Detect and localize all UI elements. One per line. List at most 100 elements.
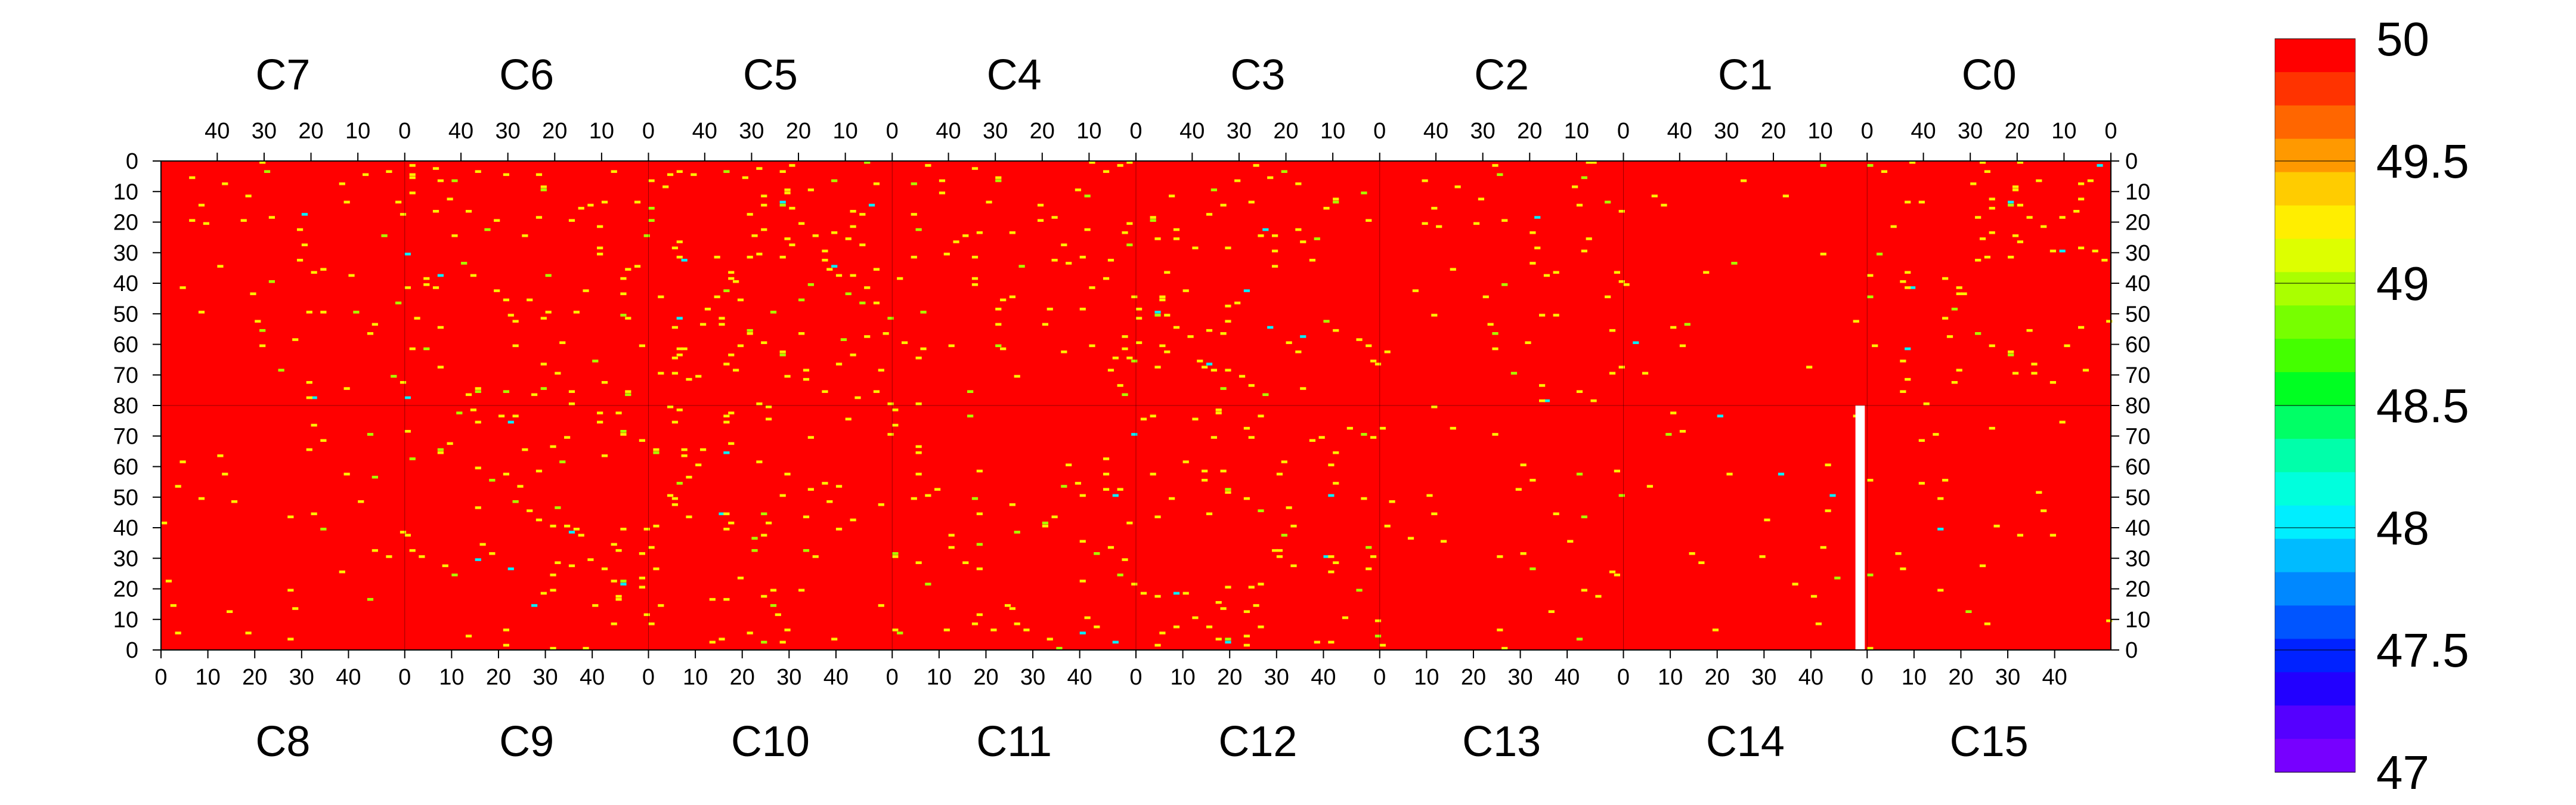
- data-pixel: [306, 381, 312, 384]
- data-pixel: [423, 347, 430, 351]
- data-pixel: [423, 283, 430, 286]
- data-pixel: [976, 231, 983, 234]
- data-pixel: [1220, 607, 1227, 610]
- data-pixel: [1436, 225, 1442, 228]
- data-pixel: [653, 524, 660, 528]
- data-pixel: [920, 347, 927, 351]
- data-pixel: [343, 200, 350, 204]
- data-pixel: [451, 573, 458, 577]
- data-pixel: [597, 246, 603, 250]
- data-pixel: [1989, 206, 1995, 210]
- data-pixel: [432, 167, 439, 170]
- data-pixel: [1576, 203, 1583, 207]
- data-pixel: [1993, 524, 2000, 528]
- data-pixel: [943, 628, 950, 631]
- data-pixel: [1089, 161, 1095, 164]
- data-pixel: [1187, 335, 1194, 338]
- data-pixel: [1258, 509, 1264, 512]
- data-pixel: [1300, 335, 1306, 338]
- data-pixel: [723, 414, 730, 417]
- bottom-column-tick-label: 0: [886, 665, 899, 690]
- data-pixel: [1192, 246, 1199, 250]
- data-pixel: [404, 286, 411, 289]
- data-pixel: [671, 326, 679, 329]
- data-pixel: [1333, 329, 1339, 332]
- data-pixel: [1202, 469, 1208, 473]
- data-pixel: [850, 353, 856, 357]
- data-pixel: [1290, 564, 1297, 568]
- data-pixel: [835, 274, 843, 277]
- data-pixel: [550, 589, 556, 592]
- data-pixel: [1989, 344, 1995, 348]
- left-row-tick-label: 70: [113, 363, 138, 388]
- data-pixel: [723, 597, 730, 601]
- data-pixel: [873, 182, 880, 185]
- top-column-tick-label: 40: [448, 119, 473, 144]
- data-pixel: [1581, 515, 1587, 519]
- data-pixel: [1881, 170, 1888, 173]
- bottom-column-tick-label: 40: [1067, 665, 1092, 690]
- data-pixel: [1295, 182, 1302, 185]
- data-pixel: [348, 274, 355, 277]
- data-pixel: [1206, 626, 1213, 628]
- data-pixel: [976, 543, 983, 546]
- data-pixel: [671, 357, 679, 360]
- data-pixel: [911, 182, 917, 185]
- data-pixel: [400, 381, 407, 384]
- bottom-column-tick-label: 20: [730, 665, 755, 690]
- data-pixel: [658, 371, 664, 375]
- data-pixel: [756, 402, 763, 405]
- data-pixel: [1159, 295, 1166, 299]
- right-row-tick-label: 0: [2125, 149, 2138, 174]
- data-pixel: [1243, 634, 1250, 637]
- data-pixel: [803, 377, 810, 381]
- data-pixel: [409, 347, 416, 351]
- chip-label-c1: C1: [1718, 51, 1773, 99]
- data-pixel: [1056, 646, 1063, 650]
- data-pixel: [503, 472, 510, 476]
- data-pixel: [620, 433, 627, 436]
- data-pixel: [1440, 540, 1447, 543]
- data-pixel: [1094, 626, 1100, 628]
- data-pixel: [437, 274, 444, 277]
- top-column-tick-label: 40: [1423, 119, 1448, 144]
- data-pixel: [850, 518, 856, 522]
- data-pixel: [1300, 240, 1306, 243]
- data-pixel: [1154, 515, 1161, 519]
- data-pixel: [1136, 308, 1143, 311]
- data-pixel: [2092, 249, 2098, 253]
- data-pixel: [179, 460, 186, 463]
- colorbar-label: 49.5: [2376, 135, 2469, 188]
- data-pixel: [2049, 534, 2057, 537]
- data-pixel: [784, 188, 791, 191]
- bottom-column-tick-label: 40: [823, 665, 849, 690]
- data-pixel: [1361, 497, 1367, 500]
- data-pixel: [1079, 540, 1086, 543]
- data-pixel: [625, 393, 631, 397]
- bottom-column-tick-label: 40: [2042, 665, 2067, 690]
- data-pixel: [2101, 259, 2108, 262]
- data-pixel: [494, 289, 500, 292]
- data-pixel: [831, 179, 838, 182]
- right-row-tick-label: 40: [2125, 516, 2150, 541]
- data-pixel: [1328, 494, 1335, 497]
- data-pixel: [1328, 463, 1335, 466]
- data-pixel: [784, 472, 791, 476]
- data-pixel: [259, 161, 266, 164]
- data-pixel: [451, 179, 458, 182]
- data-pixel: [1140, 417, 1147, 421]
- data-pixel: [1487, 323, 1494, 326]
- data-pixel: [1431, 206, 1438, 210]
- top-column-tick-label: 10: [833, 119, 858, 144]
- data-pixel: [615, 597, 622, 601]
- data-pixel: [1497, 555, 1503, 558]
- data-pixel: [1042, 521, 1049, 525]
- data-pixel: [639, 344, 645, 348]
- colorbar-segment: [2275, 72, 2355, 106]
- data-pixel: [437, 451, 444, 454]
- data-pixel: [1079, 255, 1086, 259]
- left-row-tick-label: 20: [113, 210, 138, 236]
- data-pixel: [1422, 179, 1428, 182]
- colorbar-segment: [2275, 39, 2355, 73]
- data-pixel: [2041, 225, 2047, 228]
